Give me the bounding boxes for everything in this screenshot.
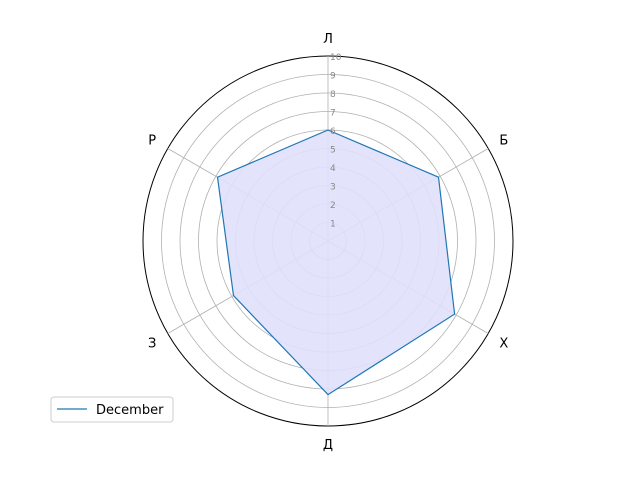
category-label: Б <box>499 134 508 149</box>
radial-tick-label: 7 <box>330 109 336 119</box>
legend: December <box>50 396 174 423</box>
labels: 1 2 3 4 5 6 7 8 9 10 Л Б Х Д З Р <box>148 32 508 453</box>
radial-tick-label: 4 <box>330 164 336 174</box>
radial-tick-label: 10 <box>330 53 342 63</box>
legend-box <box>50 396 174 423</box>
legend-label: December <box>96 403 164 418</box>
radial-tick-label: 1 <box>330 220 336 230</box>
radial-tick-label: 5 <box>330 146 336 156</box>
category-label: З <box>148 337 156 352</box>
radial-tick-label: 3 <box>330 183 336 193</box>
series-area <box>216 129 456 396</box>
radial-tick-label: 8 <box>330 90 336 100</box>
radial-tick-label: 9 <box>330 72 336 82</box>
radial-tick-label: 6 <box>330 127 336 137</box>
category-label: Р <box>148 134 156 149</box>
category-label: Д <box>323 438 333 453</box>
category-label: Х <box>499 337 508 352</box>
radial-tick-label: 2 <box>330 201 336 211</box>
series-layer <box>216 129 456 396</box>
category-label: Л <box>323 32 333 47</box>
